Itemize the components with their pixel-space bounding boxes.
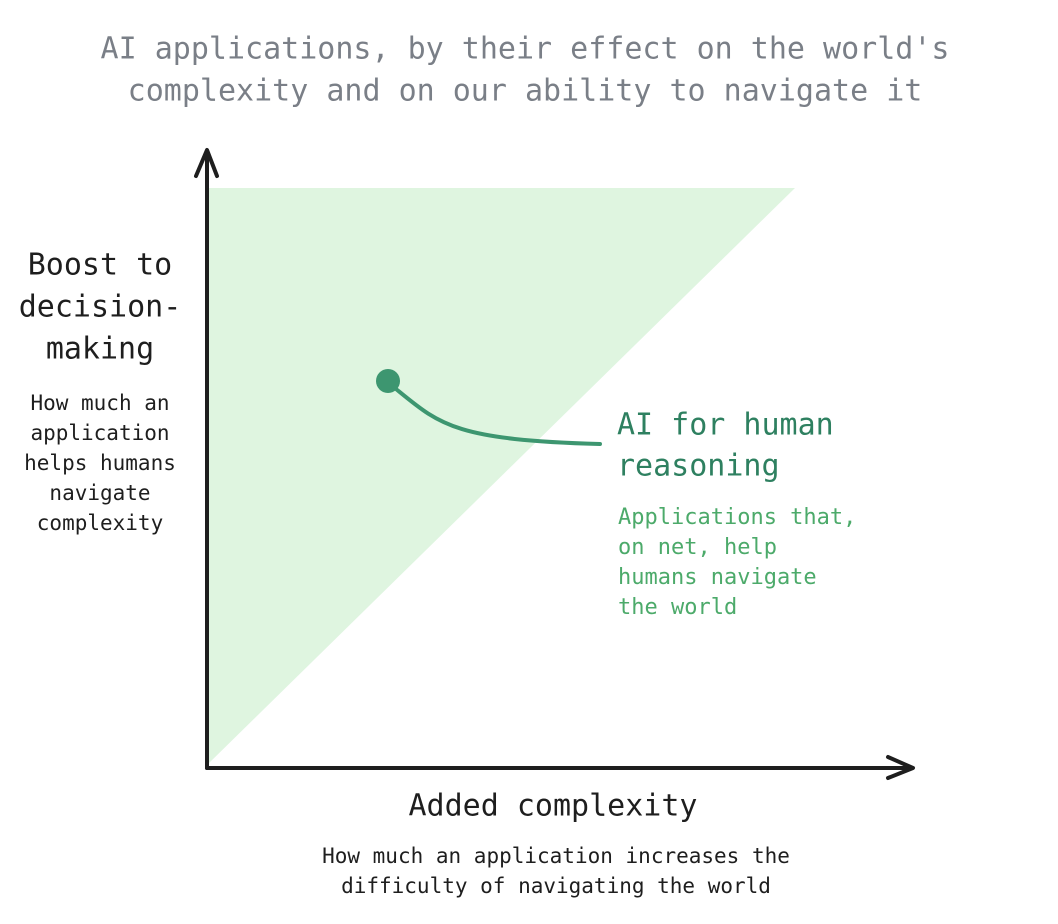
title-line: AI applications, by their effect on the … <box>101 32 950 67</box>
annotation-description: humans navigate <box>618 565 817 590</box>
title-line: complexity and on our ability to navigat… <box>128 74 923 109</box>
dot <box>376 369 400 393</box>
x-axis-description: difficulty of navigating the world <box>341 874 771 898</box>
annotation-label: reasoning <box>617 449 780 484</box>
x-arrow <box>886 755 915 780</box>
y-axis-label: decision- <box>19 290 182 325</box>
y-axis-label: making <box>46 332 154 367</box>
y-axis-description: How much an <box>30 391 169 415</box>
connector <box>394 387 602 446</box>
y-axis-description: helps humans <box>24 451 176 475</box>
x-axis-description: How much an application increases the <box>322 844 790 868</box>
axes <box>194 148 915 780</box>
y-axis-description: application <box>30 421 169 445</box>
y-axis-description: complexity <box>37 511 163 535</box>
annotation-label: AI for human <box>617 408 834 443</box>
annotation-description: the world <box>618 595 737 620</box>
y-arrow <box>194 148 219 178</box>
annotation-description: Applications that, <box>618 505 856 530</box>
y-axis-description: navigate <box>49 481 150 505</box>
x-axis-label: Added complexity <box>409 789 698 824</box>
region <box>207 188 795 765</box>
annotation-description: on net, help <box>618 535 777 560</box>
y-axis-label: Boost to <box>28 248 173 283</box>
